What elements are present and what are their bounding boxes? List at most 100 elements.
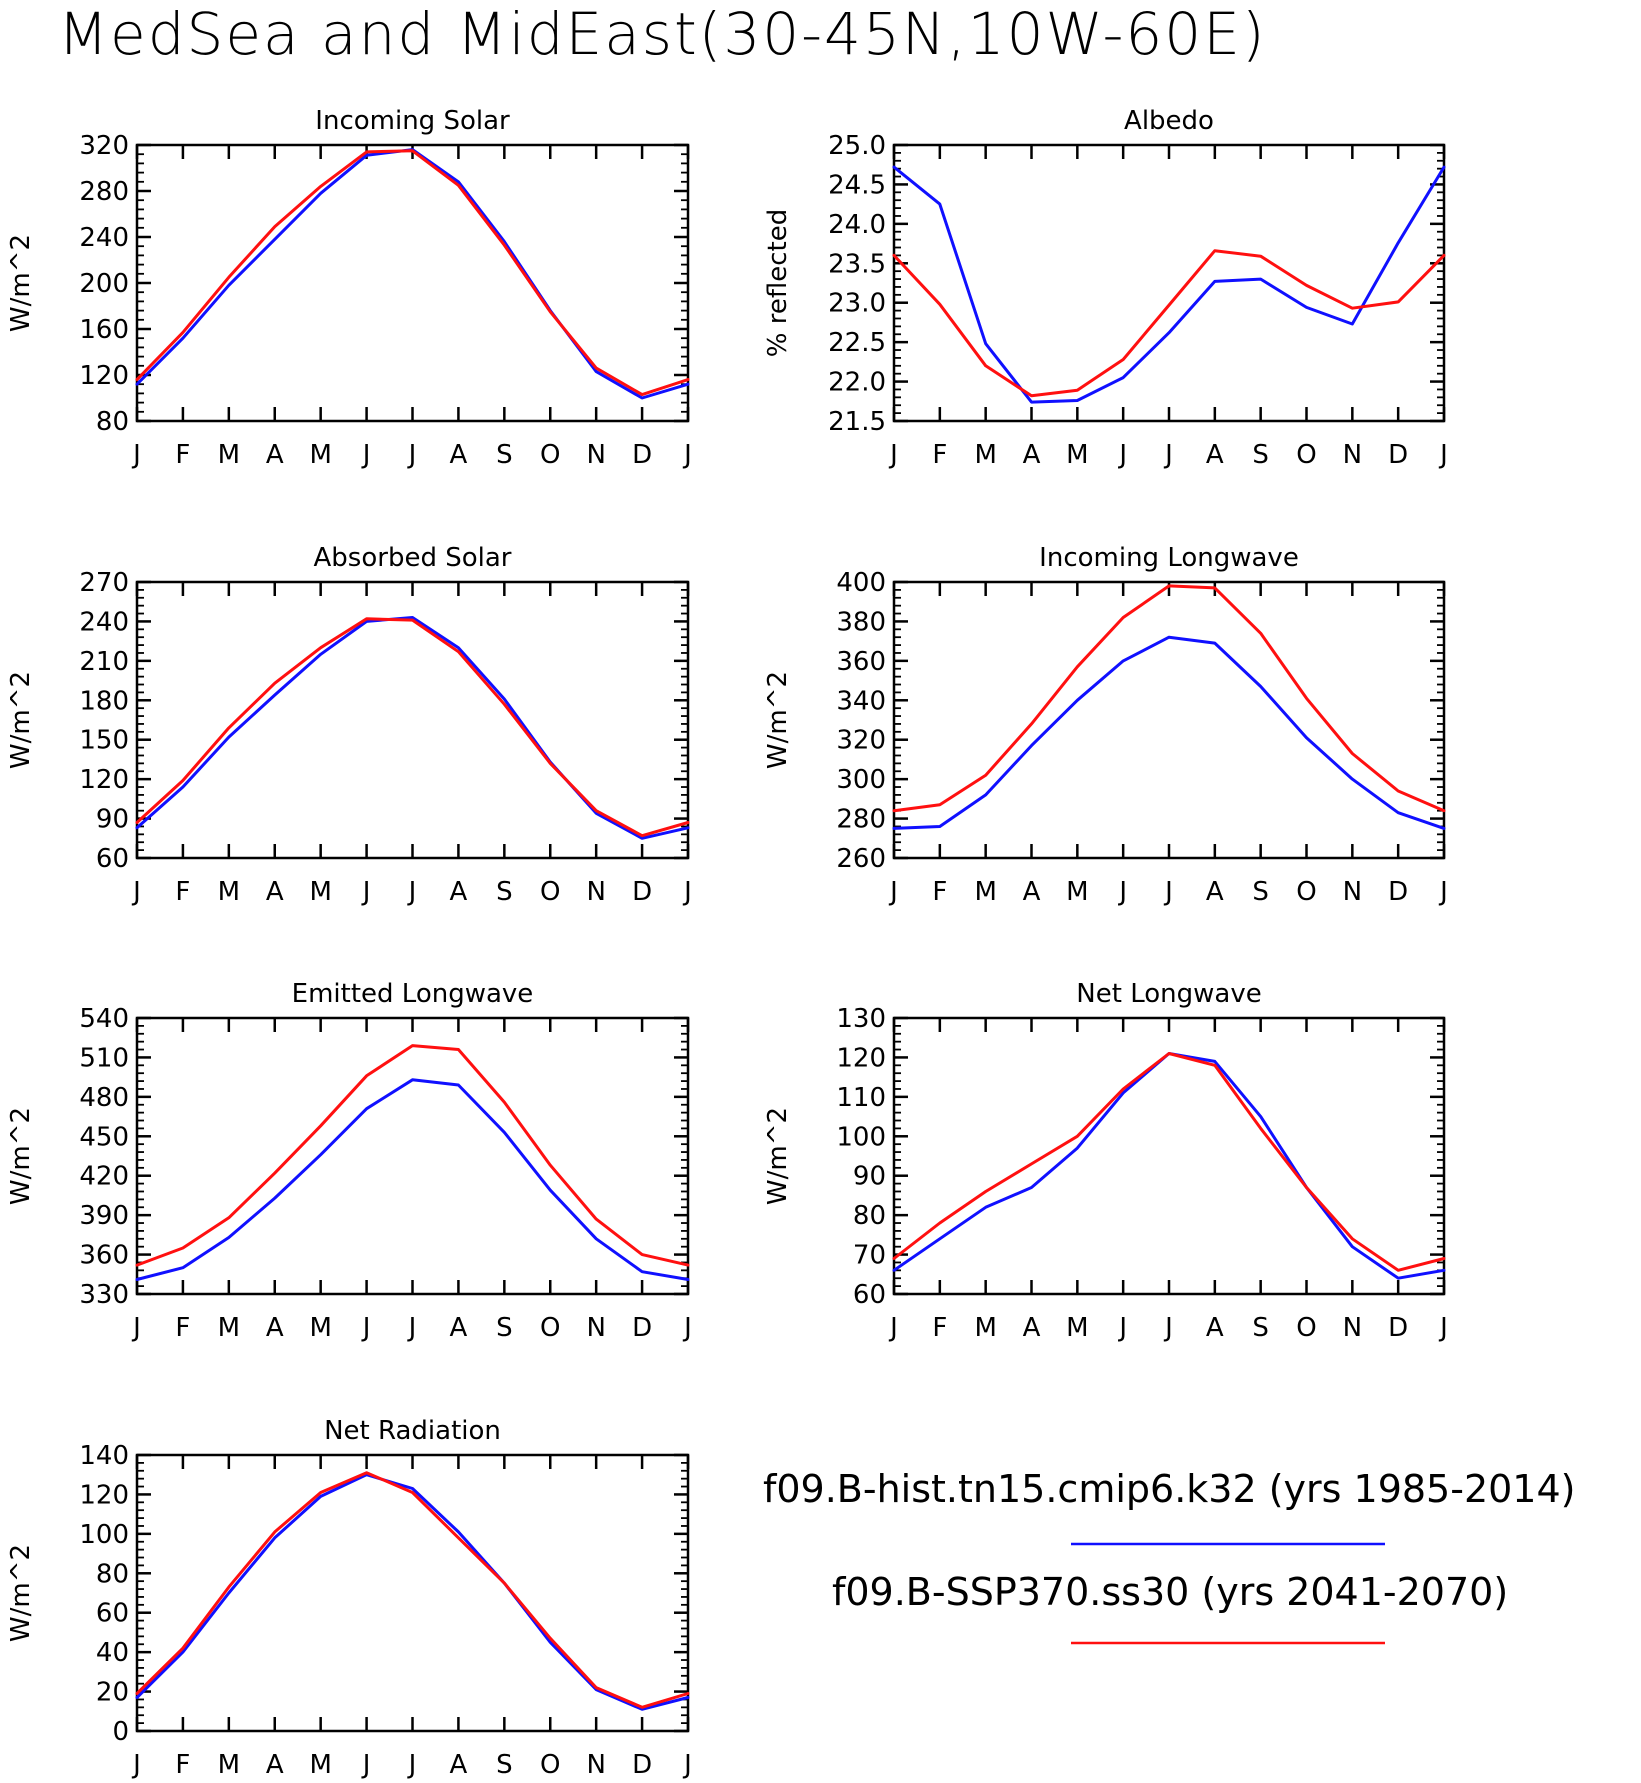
x-tick-label: A <box>1023 440 1041 470</box>
y-axis-label: % reflected <box>763 209 793 357</box>
x-tick-label: J <box>1438 877 1448 907</box>
x-tick-label: F <box>175 440 190 470</box>
y-tick-label: 270 <box>79 568 129 598</box>
x-tick-label: O <box>540 440 560 470</box>
x-tick-label: N <box>586 1313 605 1343</box>
series-line-historical <box>135 1078 690 1281</box>
x-tick-label: F <box>932 877 947 907</box>
y-tick-label: 21.5 <box>828 407 886 437</box>
x-tick-label: A <box>450 1313 468 1343</box>
y-tick-label: 120 <box>79 1480 129 1510</box>
x-tick-label: M <box>309 1750 331 1780</box>
y-tick-label: 22.5 <box>828 328 886 358</box>
series-line-historical <box>892 165 1446 404</box>
y-tick-label: 23.5 <box>828 249 886 279</box>
x-tick-label: O <box>540 1313 560 1343</box>
x-tick-label: J <box>1117 440 1127 470</box>
y-tick-label: 480 <box>79 1083 129 1113</box>
y-tick-label: 140 <box>79 1441 129 1471</box>
x-tick-label: D <box>632 1750 652 1780</box>
x-tick-label: J <box>888 1313 898 1343</box>
y-tick-label: 120 <box>836 1043 886 1073</box>
x-tick-label: N <box>586 1750 605 1780</box>
x-tick-label: S <box>496 1313 513 1343</box>
x-tick-label: A <box>450 440 468 470</box>
y-tick-label: 330 <box>79 1280 129 1310</box>
x-tick-label: F <box>175 1750 190 1780</box>
x-tick-label: J <box>131 877 141 907</box>
series-line-historical <box>135 616 690 840</box>
y-tick-label: 40 <box>96 1638 129 1668</box>
x-tick-label: S <box>496 877 513 907</box>
x-tick-label: M <box>309 877 331 907</box>
chart-incoming-longwave: Incoming Longwave 260 280 300 320 340 360 380 40… <box>763 543 1448 907</box>
x-tick-label: N <box>1343 440 1362 470</box>
y-tick-label: 150 <box>79 726 129 756</box>
x-tick-label: A <box>1023 1313 1041 1343</box>
x-tick-label: O <box>1296 1313 1316 1343</box>
x-tick-label: S <box>1252 877 1269 907</box>
x-tick-label: A <box>1206 1313 1224 1343</box>
x-tick-label: F <box>175 1313 190 1343</box>
y-tick-label: 20 <box>96 1678 129 1708</box>
y-axis-label: W/m^2 <box>763 1107 793 1205</box>
x-tick-label: J <box>1163 440 1173 470</box>
y-tick-label: 23.0 <box>828 289 886 319</box>
y-tick-label: 100 <box>836 1122 886 1152</box>
y-tick-label: 540 <box>79 1004 129 1034</box>
chart-title: Albedo <box>1124 106 1214 136</box>
x-tick-label: J <box>407 1750 417 1780</box>
x-tick-label: D <box>1388 440 1408 470</box>
x-tick-label: N <box>1343 877 1362 907</box>
legend: f09.B-hist.tn15.cmip6.k32 (yrs 1985-2014… <box>763 1467 1575 1645</box>
x-tick-label: D <box>1388 1313 1408 1343</box>
y-tick-label: 90 <box>853 1162 886 1192</box>
y-tick-label: 60 <box>96 844 129 874</box>
x-tick-label: O <box>1296 877 1316 907</box>
y-tick-label: 200 <box>79 269 129 299</box>
y-tick-label: 80 <box>853 1201 886 1231</box>
x-tick-label: J <box>1438 440 1448 470</box>
x-tick-label: J <box>361 877 371 907</box>
chart-title: Incoming Solar <box>315 106 510 136</box>
y-tick-label: 320 <box>79 131 129 161</box>
x-tick-label: J <box>407 1313 417 1343</box>
x-tick-label: M <box>1066 877 1088 907</box>
series-line-ssp370 <box>892 584 1446 813</box>
x-tick-label: J <box>1163 1313 1173 1343</box>
x-tick-label: J <box>682 440 692 470</box>
x-tick-label: J <box>1117 1313 1127 1343</box>
chart-title: Net Radiation <box>324 1416 501 1446</box>
x-tick-label: M <box>218 1750 240 1780</box>
x-tick-label: M <box>974 877 996 907</box>
x-tick-label: A <box>1206 877 1224 907</box>
y-tick-label: 100 <box>79 1520 129 1550</box>
y-tick-label: 300 <box>836 765 886 795</box>
y-axis-label: W/m^2 <box>6 1544 36 1642</box>
x-tick-label: D <box>632 1313 652 1343</box>
x-tick-label: A <box>266 1313 284 1343</box>
x-tick-label: J <box>888 440 898 470</box>
x-tick-label: J <box>131 1313 141 1343</box>
x-tick-label: J <box>888 877 898 907</box>
y-tick-label: 280 <box>79 177 129 207</box>
x-tick-label: O <box>540 1750 560 1780</box>
series-line-historical <box>892 635 1446 830</box>
chart-title: Emitted Longwave <box>292 979 534 1009</box>
y-tick-label: 260 <box>836 844 886 874</box>
x-tick-label: M <box>974 1313 996 1343</box>
y-tick-label: 80 <box>96 1559 129 1589</box>
legend-label-historical: f09.B-hist.tn15.cmip6.k32 (yrs 1985-2014… <box>763 1467 1575 1511</box>
x-tick-label: O <box>1296 440 1316 470</box>
y-tick-label: 240 <box>79 223 129 253</box>
x-tick-label: A <box>1206 440 1224 470</box>
x-tick-label: J <box>682 1750 692 1780</box>
x-tick-label: O <box>540 877 560 907</box>
x-tick-label: F <box>932 1313 947 1343</box>
y-tick-label: 240 <box>79 607 129 637</box>
x-tick-label: A <box>1023 877 1041 907</box>
